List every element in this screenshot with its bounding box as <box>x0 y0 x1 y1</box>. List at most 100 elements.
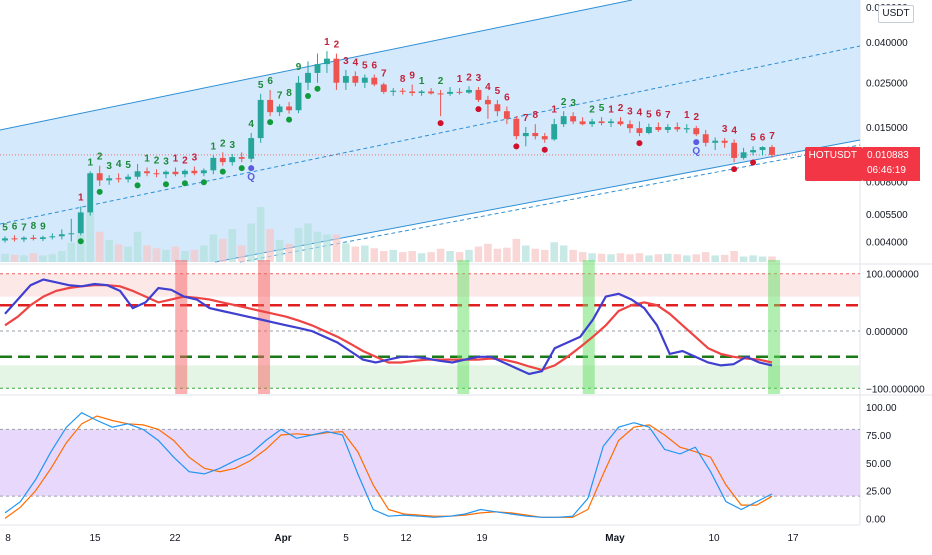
candle-body <box>551 124 558 140</box>
candle-body <box>39 237 46 239</box>
volume-bar <box>578 252 587 262</box>
candle-body <box>437 93 444 95</box>
cci-tick-label: −100.000000 <box>866 384 925 395</box>
time-tick-label: 10 <box>708 533 720 544</box>
signal-dot <box>286 116 293 123</box>
candle-body <box>2 238 8 241</box>
candle-body <box>134 171 141 177</box>
td-sequential-label: 3 <box>106 161 112 172</box>
candle-body <box>674 127 681 130</box>
candle-body <box>475 89 482 100</box>
td-sequential-label: 1 <box>457 74 463 85</box>
volume-bar <box>29 253 38 262</box>
td-sequential-label: 2 <box>618 103 624 114</box>
stoch-tick-label: 25.00 <box>866 487 891 498</box>
td-sequential-label: 3 <box>627 106 633 117</box>
signal-dot <box>731 166 738 173</box>
td-sequential-label: 4 <box>116 159 122 170</box>
candle-body <box>532 132 539 137</box>
td-sequential-label: 2 <box>97 152 103 163</box>
volume-bar <box>58 251 66 262</box>
volume-bar <box>455 252 464 262</box>
signal-dot <box>636 140 643 147</box>
td-sequential-label: 9 <box>40 222 46 233</box>
volume-bar <box>105 240 113 262</box>
volume-bar <box>417 253 426 262</box>
volume-bar <box>682 255 691 262</box>
volume-bar <box>219 238 227 262</box>
volume-bar <box>465 249 473 262</box>
currency-label[interactable]: USDT <box>878 5 914 23</box>
volume-bar <box>569 249 577 262</box>
volume-bar <box>361 245 369 262</box>
candle-body <box>30 237 37 239</box>
cci-oversold-zone <box>0 365 860 389</box>
volume-bar <box>275 240 284 262</box>
candle-body <box>229 157 236 163</box>
signal-dot <box>77 238 84 245</box>
candle-body <box>210 157 217 171</box>
candle-body <box>541 136 548 140</box>
volume-bar <box>124 246 132 262</box>
volume-bar <box>152 248 161 262</box>
td-sequential-label: 2 <box>334 40 340 51</box>
signal-dot <box>267 119 274 126</box>
volume-bar <box>654 254 663 262</box>
volume-bar <box>247 223 255 262</box>
volume-bar <box>370 248 379 262</box>
volume-bar <box>493 248 502 262</box>
volume-bar <box>607 254 615 262</box>
stoch-band <box>0 429 860 497</box>
volume-bar <box>503 247 511 262</box>
td-sequential-label: 5 <box>646 110 652 121</box>
cci-signal-band <box>175 260 188 394</box>
volume-bar <box>1 253 9 262</box>
td-sequential-label: 5 <box>258 80 264 91</box>
candle-body <box>712 140 719 143</box>
candle-body <box>163 171 169 175</box>
candle-body <box>191 170 198 174</box>
volume-bar <box>332 234 341 262</box>
td-sequential-label: 1 <box>324 37 330 48</box>
last-price-tag: HOTUSDT <box>805 147 863 181</box>
td-sequential-label: 8 <box>31 221 37 232</box>
candle-body <box>456 91 463 93</box>
candle-body <box>295 82 302 111</box>
stoch-k-line <box>4 411 773 518</box>
td-sequential-label: 6 <box>656 108 662 119</box>
time-tick-label: 8 <box>5 533 11 544</box>
volume-bar <box>522 245 530 262</box>
volume-bar <box>379 251 388 262</box>
volume-bar <box>86 212 95 262</box>
volume-bar <box>10 254 19 262</box>
volume-bar <box>673 254 682 262</box>
price-tick-label: 0.005500 <box>866 210 908 221</box>
td-sequential-label: 7 <box>381 69 387 80</box>
td-sequential-label: 7 <box>665 110 671 121</box>
cci-tick-label: 100.000000 <box>866 270 919 281</box>
signal-dot <box>305 92 312 99</box>
cci-ma-line <box>4 284 773 372</box>
candle-body <box>238 157 245 159</box>
td-sequential-label: 3 <box>476 73 482 84</box>
td-sequential-label: 2 <box>561 97 567 108</box>
candle-body <box>115 178 122 180</box>
signal-dot <box>541 146 548 153</box>
volume-bar <box>768 256 776 262</box>
candle-body <box>267 99 274 113</box>
candle-body <box>106 178 113 181</box>
candle-body <box>418 91 425 94</box>
volume-bar <box>597 253 606 262</box>
volume-bar <box>531 248 540 262</box>
td-sequential-label: 8 <box>286 88 292 99</box>
candle-body <box>617 121 624 125</box>
signal-dot <box>513 143 520 150</box>
candle-body <box>219 157 226 163</box>
cci-signal-band <box>457 260 470 394</box>
candle-body <box>570 116 577 122</box>
td-sequential-label: 5 <box>599 103 605 114</box>
stoch-tick-label: 75.00 <box>866 431 891 442</box>
td-sequential-label: 2 <box>182 155 188 166</box>
